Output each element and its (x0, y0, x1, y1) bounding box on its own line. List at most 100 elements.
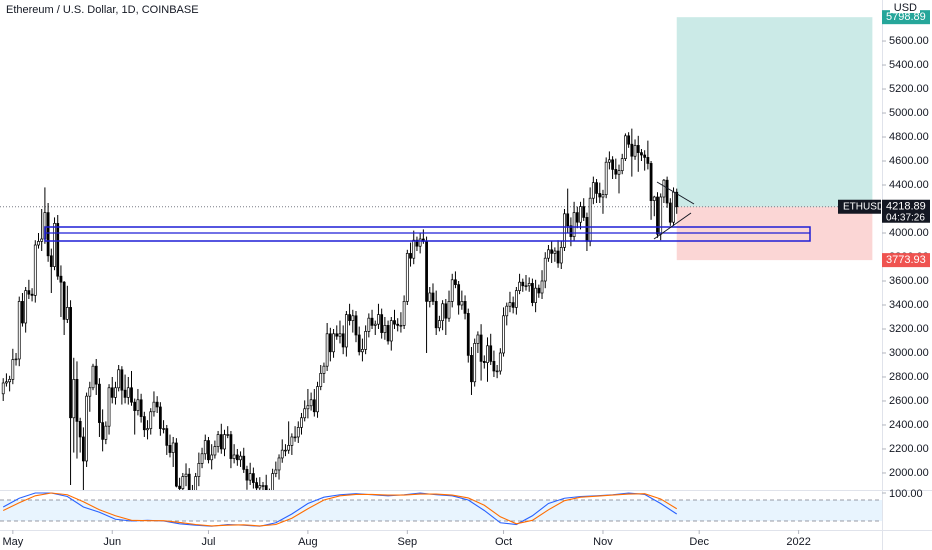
candle-body (325, 333, 329, 367)
candle-body (261, 485, 265, 487)
candle-body (126, 387, 130, 398)
candle-body (601, 194, 605, 198)
candle-body (53, 223, 56, 267)
candle-body (72, 379, 76, 419)
price-pane (0, 17, 882, 490)
candle-body (229, 434, 233, 459)
candle-body (149, 411, 153, 429)
candle-body (210, 454, 214, 461)
candle-body (17, 301, 21, 360)
candle-body (175, 442, 178, 487)
candle-body (450, 279, 454, 302)
candle-body (505, 305, 509, 317)
candle-body (383, 325, 387, 333)
candle-body (30, 293, 34, 296)
candle-body (367, 317, 371, 332)
candle-body (133, 401, 137, 411)
candle-body (194, 476, 198, 490)
candle-body (85, 395, 88, 462)
candle-body (620, 158, 624, 171)
candle-body (559, 247, 563, 264)
candle-body (178, 485, 181, 489)
symbol-label: ETHUSD (843, 201, 884, 212)
candle-body (473, 343, 477, 383)
candle-body (502, 315, 505, 354)
candle-body (309, 399, 313, 407)
candle-body (636, 145, 640, 153)
candle-body (348, 314, 351, 321)
candle-body (643, 154, 647, 158)
candle-body (341, 333, 345, 348)
candle-body (136, 399, 140, 411)
candle-body (146, 428, 149, 431)
y-tick-label: 3000.00 (889, 347, 929, 359)
candle-body (470, 355, 473, 383)
candle-body (319, 373, 323, 387)
candle-body (123, 389, 127, 398)
candle-body (460, 301, 464, 306)
candle-body (223, 434, 226, 450)
candle-body (479, 334, 483, 362)
candle-body (207, 440, 210, 461)
candle-body (511, 302, 515, 308)
symbol-box (838, 199, 881, 214)
candle-body (531, 283, 534, 303)
candle-body (296, 427, 300, 438)
zone-box (44, 226, 811, 242)
candle-body (280, 449, 284, 459)
candle-body (633, 145, 637, 157)
candle-body (91, 365, 95, 389)
candle-body (62, 281, 66, 320)
candle-body (441, 303, 444, 321)
candle-body (101, 422, 105, 440)
candle-body (373, 323, 377, 326)
candle-body (37, 241, 40, 246)
candle-body (444, 303, 448, 319)
candle-body (165, 428, 169, 446)
candle-body (75, 379, 79, 422)
candle-body (463, 301, 467, 314)
currency-label: USD (894, 2, 917, 14)
currency-box (890, 1, 920, 13)
candle-body (130, 387, 133, 403)
y-tick-label: 2800.00 (889, 371, 929, 383)
candle-body (393, 320, 396, 325)
candle-body (40, 238, 44, 242)
candle-body (94, 365, 98, 385)
oscillator-line (2, 492, 678, 527)
oscillator-line (2, 492, 678, 527)
price-label-box (882, 253, 930, 268)
y-tick-label: 4000.00 (889, 227, 929, 239)
candle-body (56, 223, 60, 277)
candle-body (306, 405, 310, 410)
candle-body (476, 334, 480, 344)
candle-body (675, 191, 679, 208)
candle-body (579, 206, 582, 223)
candle-body (399, 325, 403, 327)
candle-body (611, 159, 614, 170)
x-tick-label: 2022 (786, 536, 810, 548)
candle-body (405, 253, 409, 302)
candle-body (361, 349, 364, 353)
y-tick-label: 100.00 (889, 488, 923, 500)
candle-body (277, 457, 281, 471)
candle-body (303, 408, 307, 419)
candle-body (235, 454, 239, 461)
candle-body (46, 212, 50, 257)
candle-body (566, 213, 570, 227)
candle-body (428, 292, 432, 302)
candle-body (389, 320, 393, 342)
candle-body (556, 250, 560, 264)
candle-body (518, 281, 521, 291)
candle-body (168, 445, 172, 453)
candle-body (640, 152, 643, 156)
candle-body (65, 307, 69, 320)
candle-body (1, 382, 5, 395)
candle-body (344, 314, 348, 348)
candle-body (322, 365, 326, 374)
drawings (44, 181, 811, 242)
x-tick-label: Nov (593, 536, 613, 548)
candle-body (402, 301, 406, 326)
candle-body (614, 169, 618, 175)
y-tick-label: 3400.00 (889, 299, 929, 311)
